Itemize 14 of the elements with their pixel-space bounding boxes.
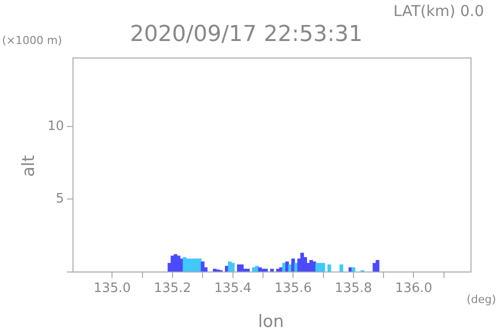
x-tick-label: 135.2	[154, 281, 192, 296]
chart-subtitle: LAT(km) 0.0	[393, 2, 484, 20]
text: (deg)	[466, 293, 496, 306]
x-tick-label: 135.0	[94, 281, 131, 296]
y-axis-title: alt	[18, 155, 39, 177]
x-tick-label: 135.6	[274, 281, 312, 296]
x-tick-label: 135.8	[334, 281, 372, 296]
text: (×1000 m)	[2, 34, 62, 47]
x-tick-label: 136.0	[395, 281, 432, 296]
y-tick-label: 10	[47, 118, 64, 134]
x-tick-label: 135.4	[214, 281, 252, 296]
y-tick-label: 5	[56, 192, 64, 207]
x-axis-title: lon	[258, 312, 284, 332]
chart-title: 2020/09/17 22:53:31	[130, 22, 363, 47]
